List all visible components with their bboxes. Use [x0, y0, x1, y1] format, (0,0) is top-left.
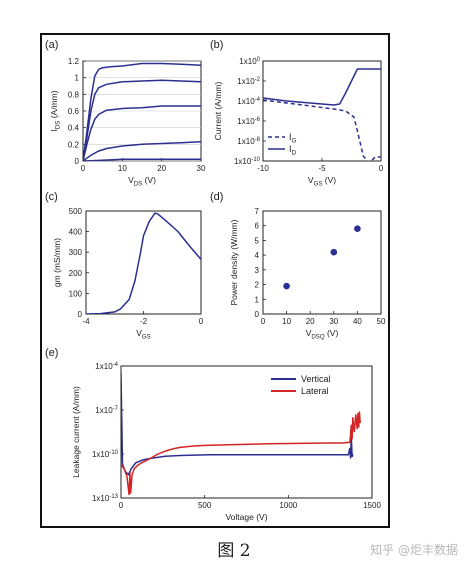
y-tick-label: 1x10-8	[237, 137, 260, 146]
y-tick-label: 3	[255, 266, 260, 275]
y-tick-label: 300	[69, 248, 83, 257]
panel-e: (e) 0 500 1000 1500 1x10-4 1x10-7 1x10-10 1x10-1…	[45, 347, 381, 522]
watermark: 知乎 @炬丰数据	[370, 543, 458, 557]
x-axis-label: VGS	[136, 328, 151, 340]
x-tick-label: 20	[306, 317, 315, 326]
x-tick-label: 10	[118, 164, 127, 173]
y-tick-label: 0.4	[68, 124, 80, 133]
x-axis-label: VDSQ (V)	[306, 328, 339, 340]
panel-label-a: (a)	[45, 39, 58, 51]
legend-label: IG	[289, 132, 297, 145]
x-tick-label: -10	[257, 164, 269, 173]
y-tick-label: 500	[69, 207, 83, 216]
y-tick-label: 1	[255, 295, 260, 304]
x-tick-label: 0	[199, 317, 204, 326]
x-tick-label: 10	[282, 317, 291, 326]
panel-c: (c) -4 -2 0 0 100 200 300 400 500 VGS gm (mS/mm)	[45, 191, 204, 340]
series-line-1	[83, 79, 201, 161]
y-tick-label: 400	[69, 228, 83, 237]
x-tick-label: 0	[379, 164, 384, 173]
x-tick-label: 0	[81, 164, 86, 173]
legend-label: Vertical	[301, 374, 331, 384]
panel-label-c: (c)	[45, 191, 58, 203]
data-point	[283, 282, 290, 290]
y-tick-label: 1x10-4	[95, 362, 118, 371]
legend-label: ID	[289, 144, 297, 157]
y-tick-label: 1x10-10	[234, 157, 261, 166]
y-tick-label: 1x10-10	[92, 450, 119, 459]
y-tick-label: 1x100	[239, 57, 260, 66]
y-axis-label: Leakage current (A/mm)	[71, 386, 81, 478]
x-axis-label: Voltage (V)	[225, 512, 267, 522]
x-tick-label: 20	[157, 164, 166, 173]
y-tick-label: 5	[255, 236, 260, 245]
panel-d: (d) 0 10 20 30 40 50 0 1 2 3 4 5 6 7 VDSQ (V) Power dens…	[210, 191, 386, 340]
x-tick-label: -2	[140, 317, 148, 326]
y-tick-label: 1x10-2	[237, 77, 260, 86]
plot-area-b	[262, 60, 382, 162]
y-tick-label: 0.2	[68, 140, 80, 149]
y-tick-label: 7	[255, 207, 260, 216]
y-tick-label: 0	[75, 157, 80, 166]
series-line-lateral	[121, 411, 361, 496]
x-tick-label: -4	[82, 317, 90, 326]
series-line-2	[83, 105, 201, 161]
y-tick-label: 4	[255, 251, 260, 260]
y-tick-label: 200	[69, 269, 83, 278]
figure-frame	[40, 33, 390, 528]
y-tick-label: 2	[255, 281, 260, 290]
x-tick-label: 0	[119, 501, 124, 510]
y-tick-label: 1x10-7	[95, 406, 118, 415]
panel-label-d: (d)	[210, 191, 223, 203]
x-tick-label: 50	[377, 317, 386, 326]
series-line-4	[83, 158, 201, 161]
y-tick-label: 0	[78, 310, 83, 319]
y-tick-label: 1	[75, 74, 80, 83]
y-tick-label: 100	[69, 289, 83, 298]
series-line-id	[263, 68, 381, 106]
x-tick-label: 40	[353, 317, 362, 326]
x-tick-label: 500	[198, 501, 212, 510]
x-tick-label: 1000	[279, 501, 297, 510]
y-axis-label: IDS (A/mm)	[49, 90, 61, 131]
plot-area-d	[262, 210, 382, 315]
plot-area-c	[85, 210, 202, 315]
data-point	[330, 248, 338, 256]
x-tick-label: 30	[197, 164, 206, 173]
legend-label: Lateral	[301, 386, 329, 396]
series-line-3	[83, 141, 201, 161]
series-line-0	[83, 62, 201, 161]
panel-label-e: (e)	[45, 347, 58, 359]
panel-b: (b) -10 -5 0 1x100 1x10-2 1x10-4 1x10-6 1x10-8 1x…	[210, 39, 384, 187]
figure-caption: 图 2	[217, 541, 251, 561]
x-tick-label: -5	[318, 164, 326, 173]
plot-area-e	[120, 365, 373, 499]
y-tick-label: 1x10-13	[92, 494, 119, 503]
x-tick-label: 1500	[363, 501, 381, 510]
x-tick-label: 0	[261, 317, 266, 326]
y-tick-label: 1x10-4	[237, 97, 260, 106]
x-tick-label: 30	[329, 317, 338, 326]
panel-label-b: (b)	[210, 39, 223, 51]
y-tick-label: 0.8	[68, 90, 80, 99]
y-axis-label: Current (A/mm)	[213, 82, 223, 141]
panel-a: (a) 0 10 20 30 0 0.2 0.4 0.6 0.8 1 1.2 VDS (V) IDS (A…	[45, 39, 206, 187]
series-line-vertical	[121, 373, 354, 476]
y-axis-label: Power density (W/mm)	[229, 219, 239, 305]
data-point	[354, 225, 361, 232]
series-line-ig	[263, 99, 381, 161]
x-axis-label: VGS (V)	[308, 175, 336, 187]
y-tick-label: 0	[255, 310, 260, 319]
y-tick-label: 1.2	[68, 57, 80, 66]
series-line-0	[86, 212, 201, 314]
y-tick-label: 0.6	[68, 107, 80, 116]
y-tick-label: 1x10-6	[237, 117, 260, 126]
y-axis-label: gm (mS/mm)	[52, 238, 62, 287]
x-axis-label: VDS (V)	[128, 175, 156, 187]
y-tick-label: 6	[255, 222, 260, 231]
